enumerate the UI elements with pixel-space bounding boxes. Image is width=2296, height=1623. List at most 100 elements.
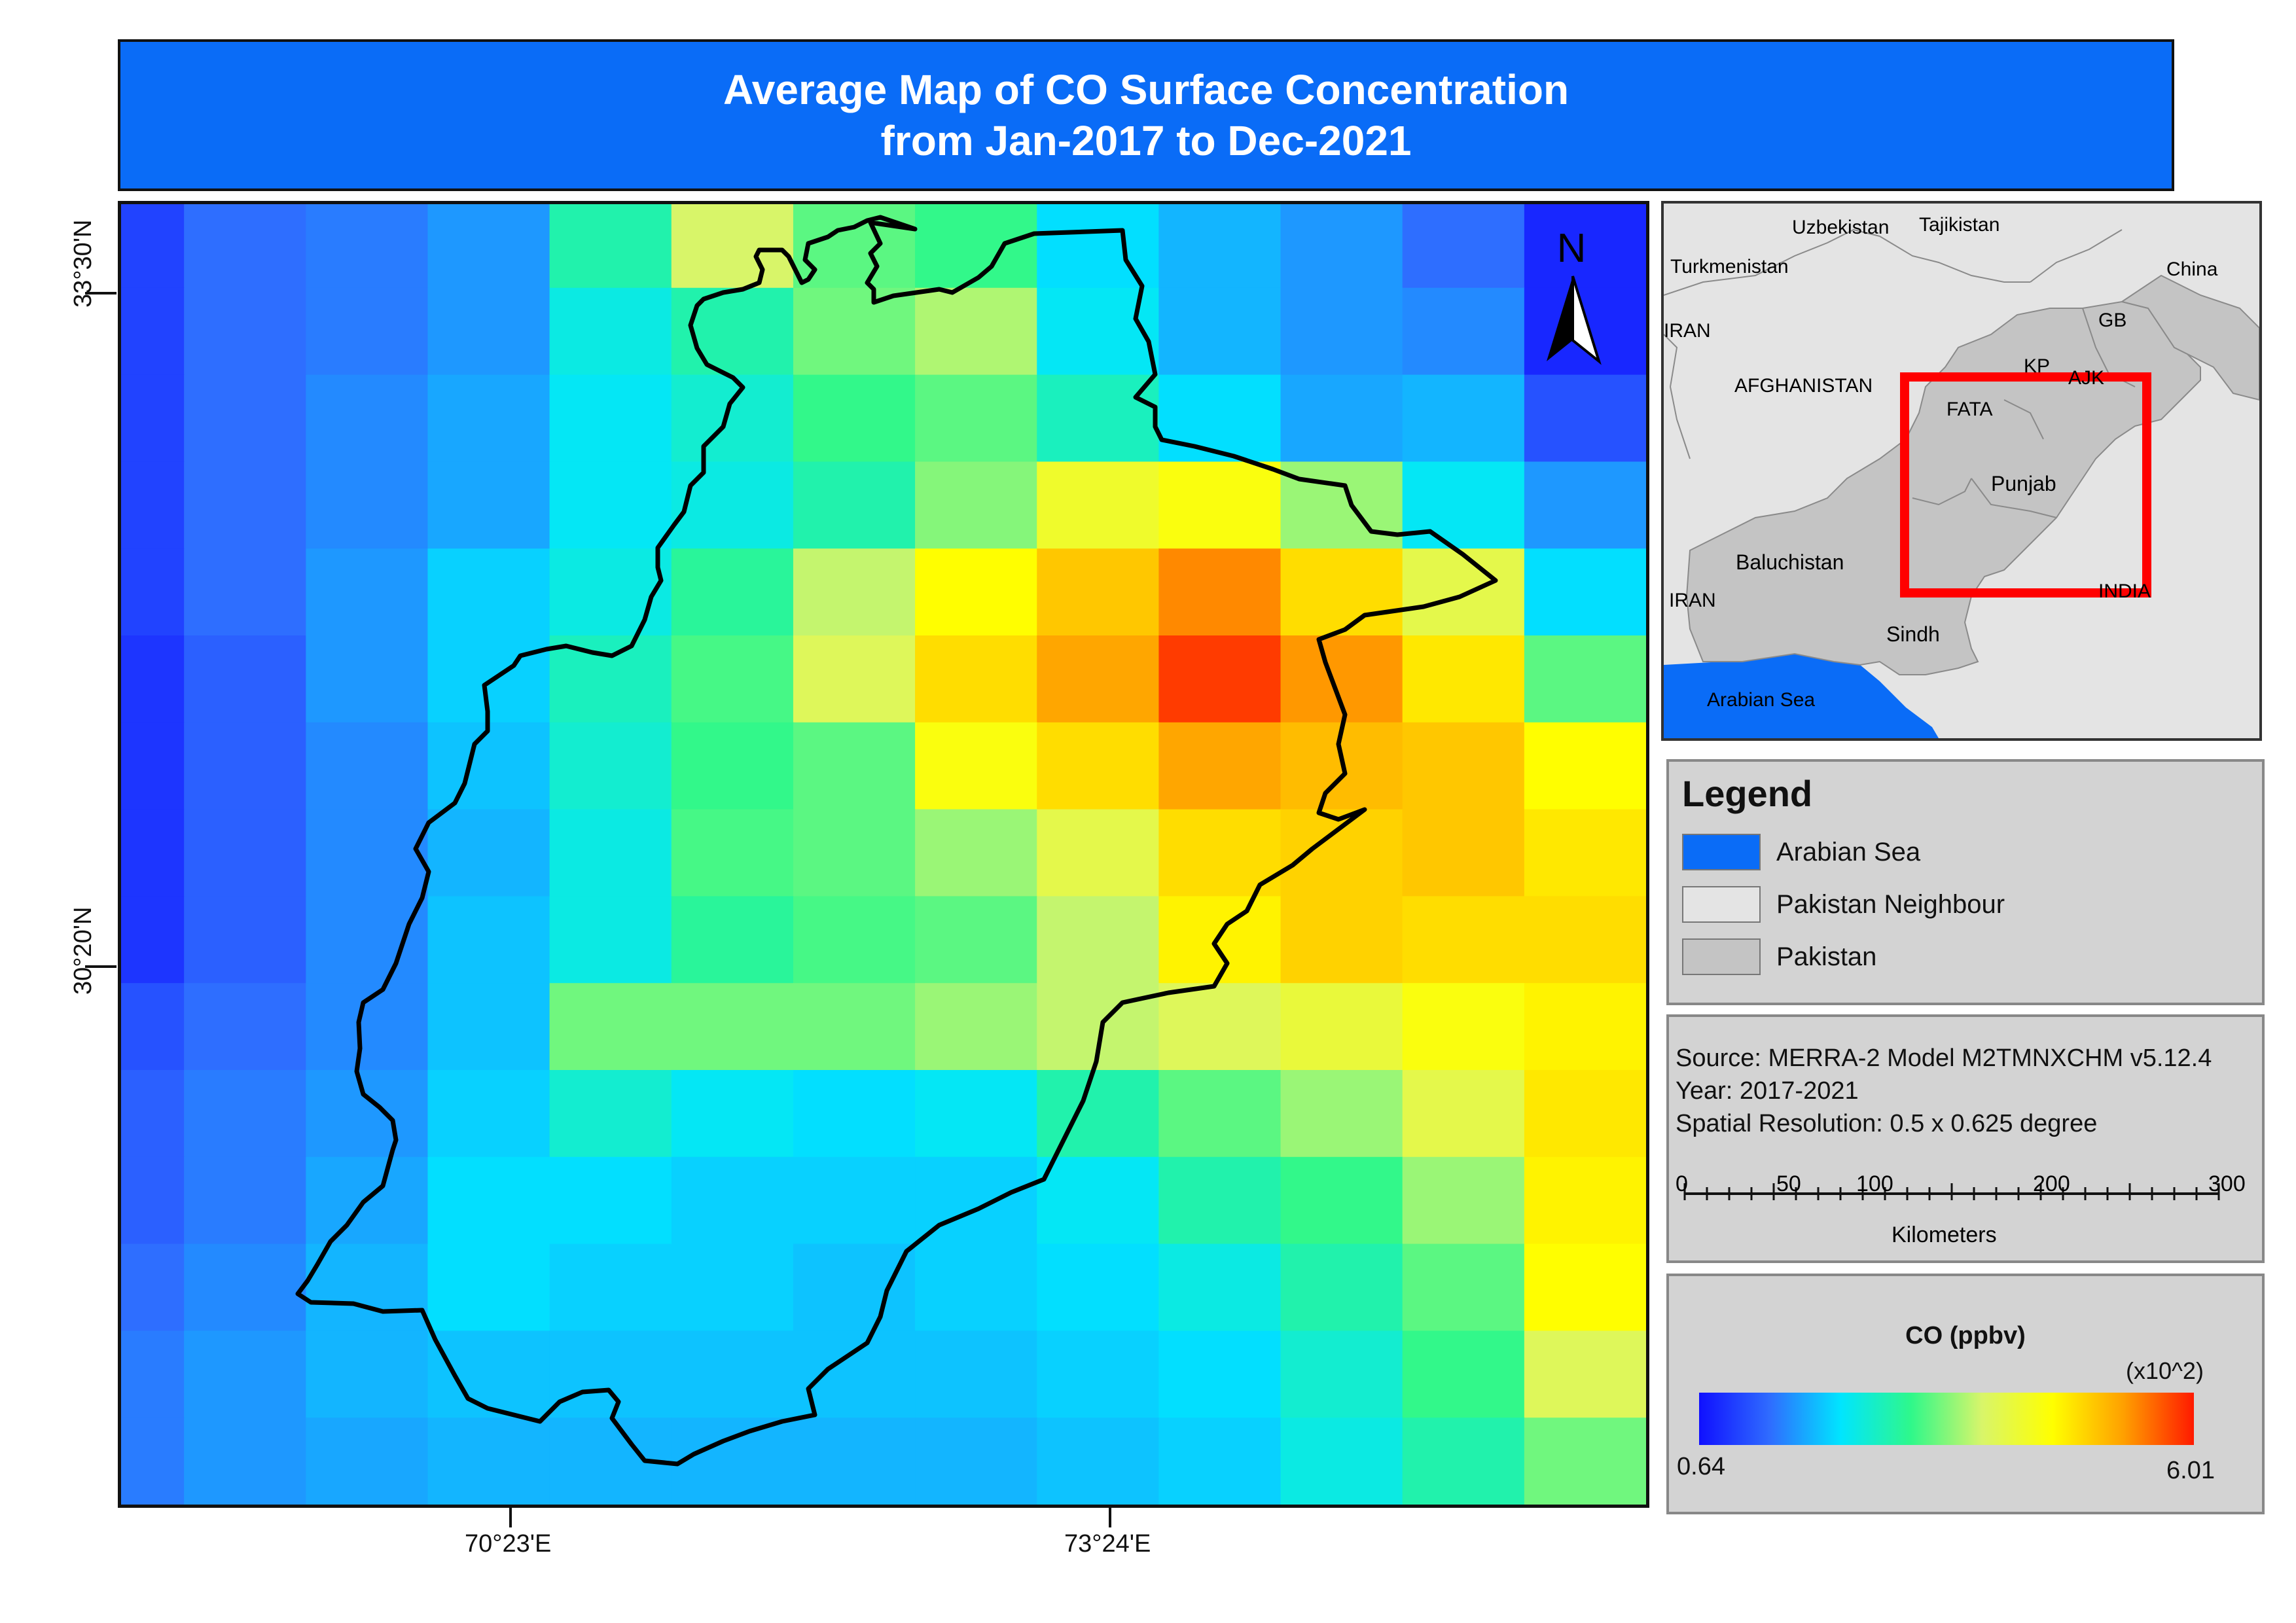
inset-label-uzbekistan: Uzbekistan — [1792, 217, 1890, 238]
grid-cell — [549, 809, 672, 897]
resolution-text: Spatial Resolution: 0.5 x 0.625 degree — [1676, 1110, 2098, 1137]
inset-label-fata: FATA — [1946, 399, 1993, 420]
grid-cell — [915, 809, 1038, 897]
grid-cell — [1037, 461, 1160, 550]
main-map[interactable]: N — [118, 201, 1649, 1508]
grid-cell — [1280, 1156, 1403, 1245]
scale-tick-200: 200 — [2033, 1171, 2070, 1196]
title-line-1: Average Map of CO Surface Concentration — [723, 66, 1570, 113]
scale-bar-icon — [1683, 1183, 2220, 1200]
grid-cell — [184, 722, 307, 810]
inset-label-kp: KP — [2024, 355, 2051, 377]
grid-cell — [121, 896, 185, 984]
grid-cell — [306, 548, 429, 636]
inset-label-punjab: Punjab — [1991, 472, 2056, 495]
inset-label-afghanistan: AFGHANISTAN — [1734, 375, 1873, 397]
year-text: Year: 2017-2021 — [1676, 1077, 1859, 1105]
grid-cell — [427, 374, 550, 463]
grid-cell — [1524, 1243, 1646, 1332]
grid-cell — [121, 1330, 185, 1419]
grid-cell — [1524, 1330, 1646, 1419]
grid-cell — [184, 548, 307, 636]
grid-cell — [671, 635, 794, 723]
grid-cell — [1037, 722, 1160, 810]
legend-swatch — [1682, 834, 1761, 870]
grid-cell — [306, 722, 429, 810]
grid-cell — [1402, 1070, 1525, 1158]
grid-cell — [793, 1243, 916, 1332]
grid-cell — [306, 1330, 429, 1419]
scale-unit: Kilometers — [1892, 1222, 1997, 1247]
grid-cell — [1158, 1070, 1282, 1158]
grid-cell — [915, 548, 1038, 636]
grid-cell — [1280, 1330, 1403, 1419]
colorbar-multiplier: (x10^2) — [2126, 1357, 2204, 1384]
grid-cell — [1280, 983, 1403, 1071]
grid-cell — [793, 983, 916, 1071]
grid-cell — [671, 374, 794, 463]
grid-cell — [1402, 983, 1525, 1071]
grid-cell — [1524, 1156, 1646, 1245]
grid-cell — [1524, 1418, 1646, 1505]
grid-cell — [1280, 1070, 1403, 1158]
grid-cell — [793, 287, 916, 376]
inset-label-sindh: Sindh — [1886, 622, 1940, 646]
grid-cell — [427, 1070, 550, 1158]
inset-locator-map[interactable]: Uzbekistan Tajikistan Turkmenistan China… — [1661, 201, 2262, 741]
grid-cell — [184, 1330, 307, 1419]
grid-cell — [549, 1070, 672, 1158]
grid-cell — [306, 635, 429, 723]
north-arrow-icon: N — [1547, 226, 1602, 365]
grid-cell — [1402, 461, 1525, 550]
grid-cell — [1158, 461, 1282, 550]
grid-cell — [1524, 635, 1646, 723]
grid-cell — [1037, 204, 1160, 289]
legend-label: Arabian Sea — [1776, 837, 1921, 866]
inset-label-ajk: AJK — [2068, 367, 2105, 389]
grid-cell — [184, 374, 307, 463]
inset-label-china: China — [2166, 259, 2218, 280]
grid-cell — [1037, 1156, 1160, 1245]
grid-cell — [184, 1156, 307, 1245]
grid-cell — [671, 461, 794, 550]
grid-cell — [184, 896, 307, 984]
grid-cell — [1158, 1418, 1282, 1505]
legend-swatch — [1682, 938, 1761, 975]
grid-cell — [1037, 374, 1160, 463]
grid-cell — [306, 896, 429, 984]
grid-cell — [184, 809, 307, 897]
grid-cell — [1402, 374, 1525, 463]
grid-cell — [184, 287, 307, 376]
grid-cell — [1280, 287, 1403, 376]
grid-cell — [1524, 896, 1646, 984]
inset-label-india: INDIA — [2098, 580, 2151, 602]
grid-cell — [915, 1330, 1038, 1419]
colorbar-panel: CO (ppbv) (x10^2) 0.64 6.01 — [1666, 1274, 2265, 1514]
grid-cell — [1037, 1070, 1160, 1158]
legend-item-arabian-sea: Arabian Sea — [1682, 834, 1920, 870]
grid-cell — [1280, 374, 1403, 463]
grid-cell — [671, 809, 794, 897]
grid-cell — [671, 1418, 794, 1505]
grid-cell — [184, 983, 307, 1071]
grid-cell — [1402, 1243, 1525, 1332]
grid-cell — [793, 1070, 916, 1158]
punjab-boundary-layer — [295, 215, 1498, 1467]
grid-cell — [427, 809, 550, 897]
grid-cell — [1037, 1418, 1160, 1505]
grid-cell — [793, 809, 916, 897]
grid-cell — [671, 548, 794, 636]
grid-cell — [1158, 635, 1282, 723]
scale-tick-50: 50 — [1776, 1171, 1801, 1196]
grid-cell — [184, 635, 307, 723]
grid-cell — [1524, 461, 1646, 550]
legend-title: Legend — [1682, 773, 1813, 814]
grid-cell — [1524, 204, 1646, 289]
inset-label-arabian-sea: Arabian Sea — [1707, 689, 1816, 711]
grid-cell — [1402, 722, 1525, 810]
grid-cell — [1158, 204, 1282, 289]
arabian-sea-area — [1664, 654, 1939, 738]
grid-cell — [121, 548, 185, 636]
grid-cell — [306, 287, 429, 376]
grid-cell — [427, 1243, 550, 1332]
